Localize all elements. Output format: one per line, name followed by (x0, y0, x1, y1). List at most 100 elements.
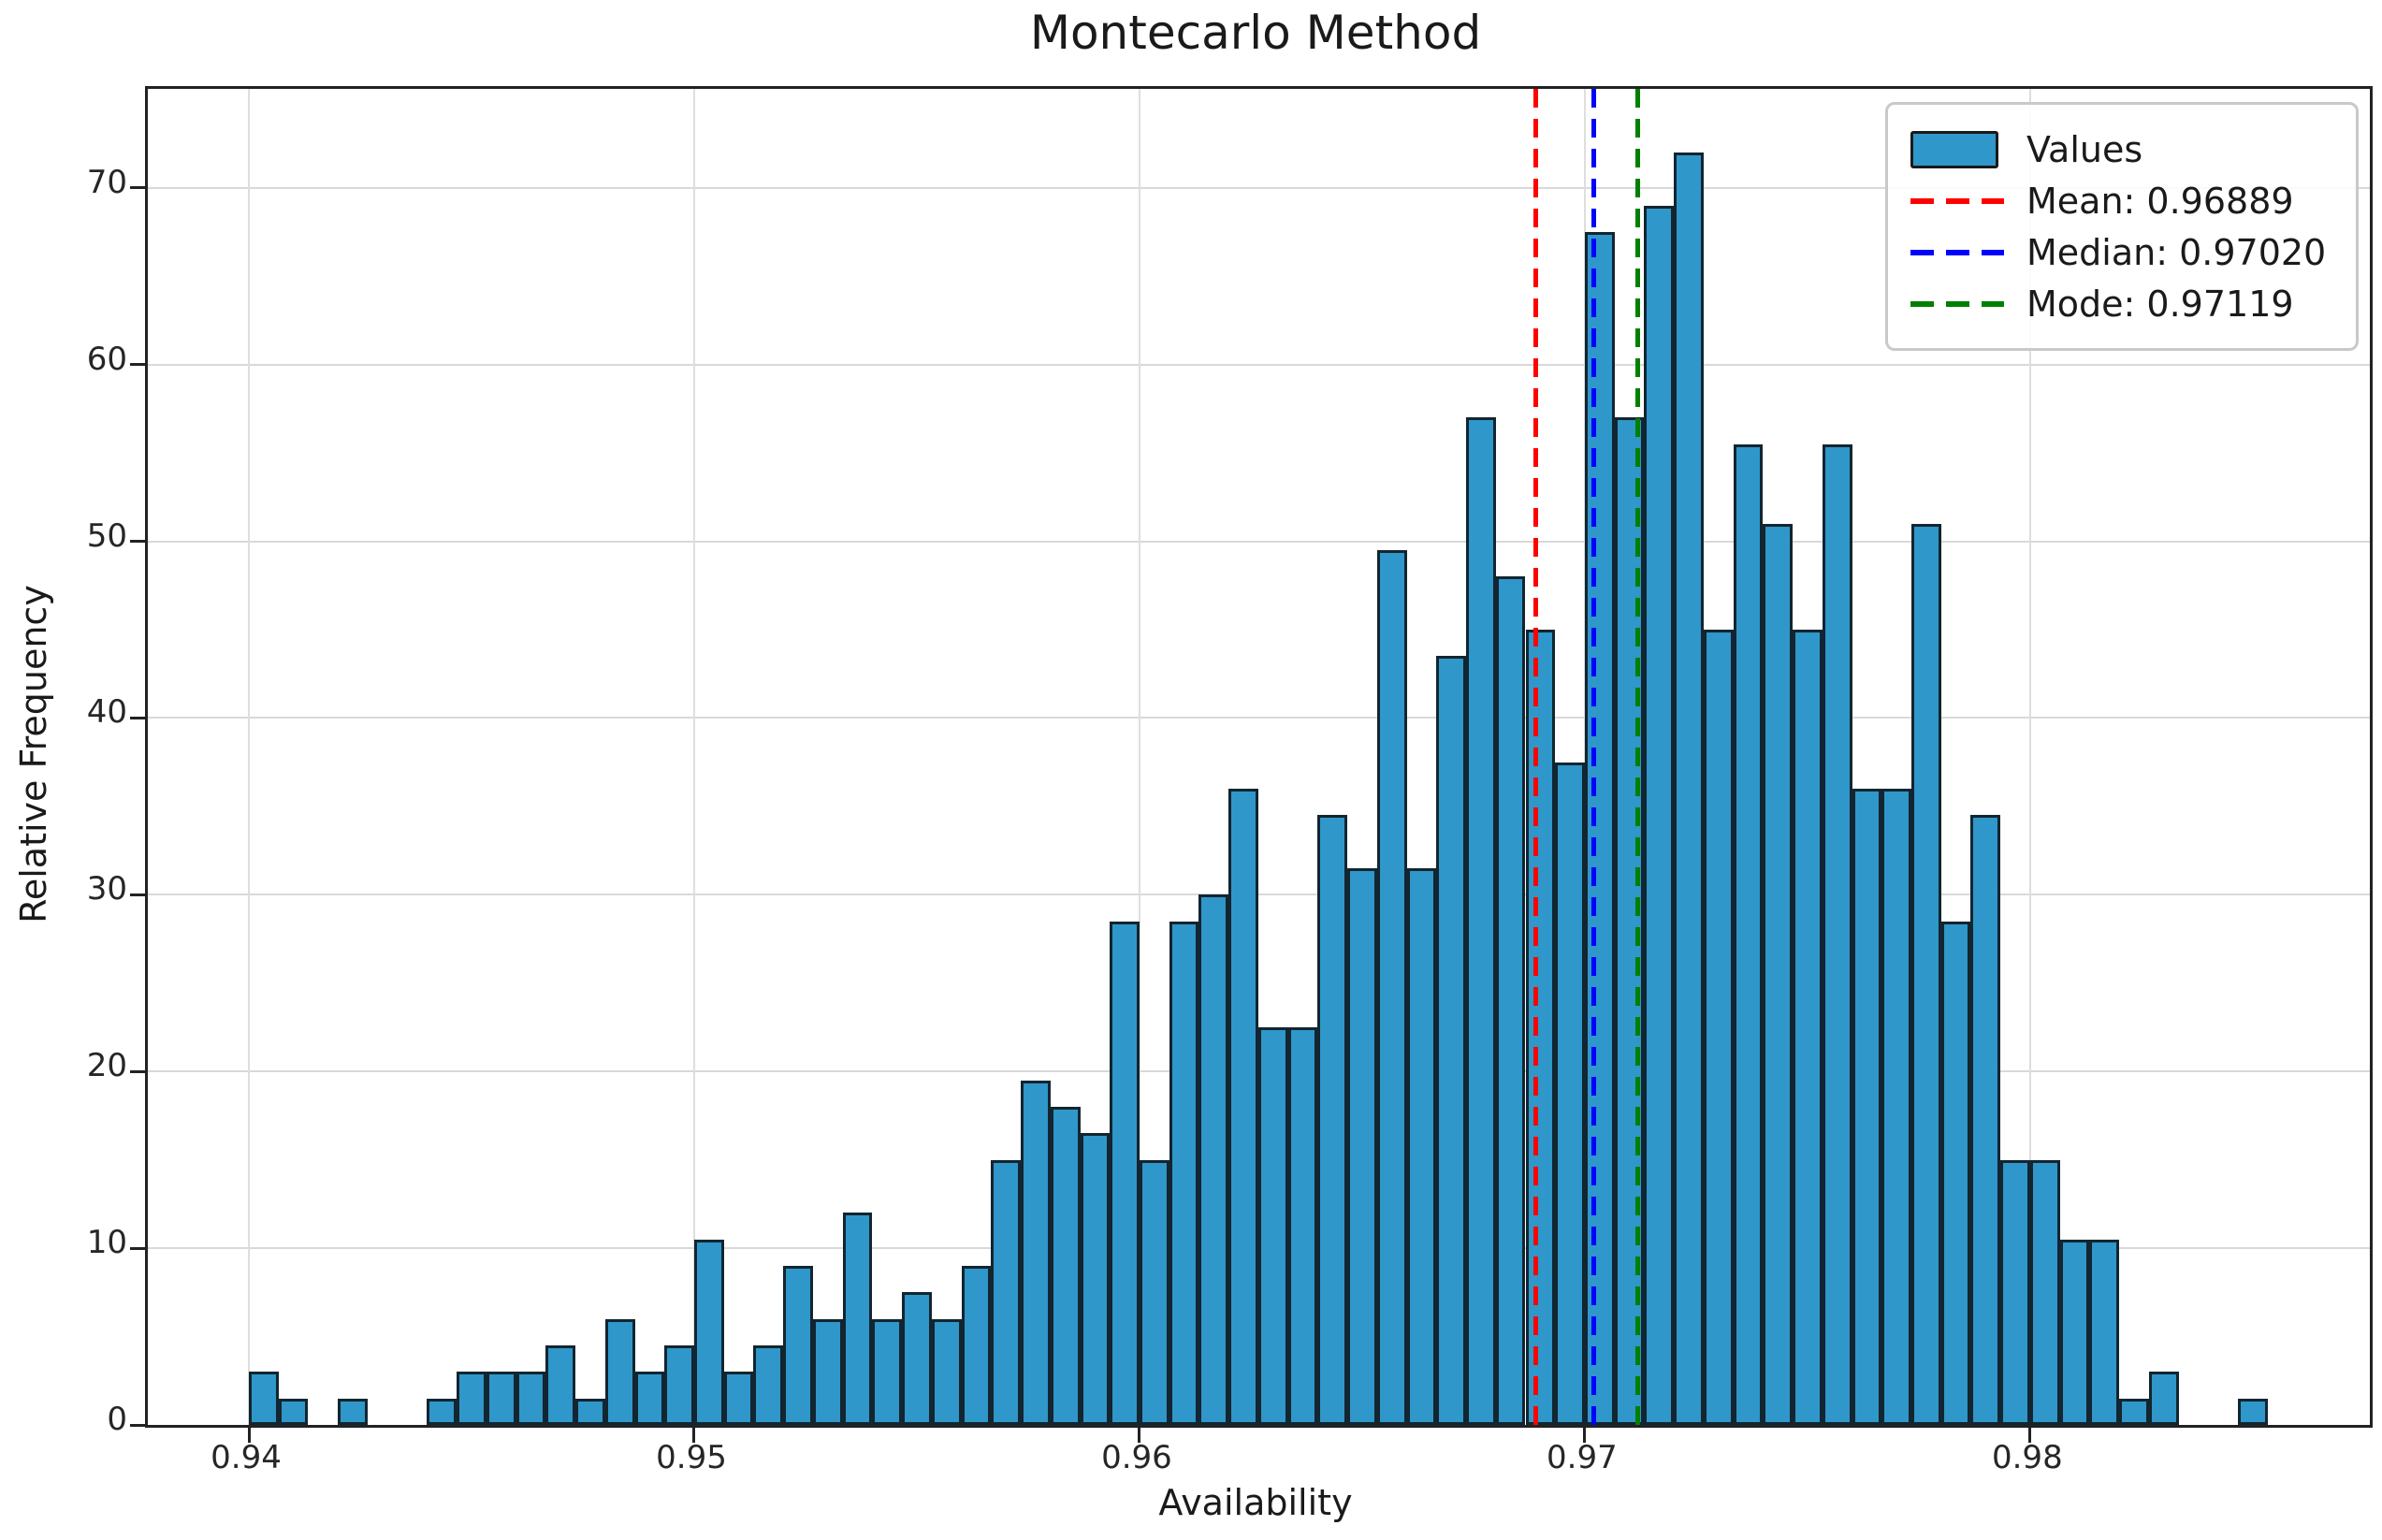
histogram-bar (1852, 789, 1882, 1425)
x-tick-mark-0.98 (2028, 1428, 2032, 1443)
y-tick-label-20: 20 (86, 1047, 127, 1085)
x-tick-mark-0.96 (1138, 1428, 1141, 1443)
histogram-bar (1080, 1133, 1111, 1425)
y-gridline-70 (148, 186, 2370, 189)
y-tick-label-40: 40 (86, 693, 127, 732)
histogram-bar (991, 1159, 1022, 1425)
histogram-bar (1881, 789, 1911, 1425)
histogram-bar (1970, 815, 2001, 1425)
histogram-bar (2089, 1239, 2120, 1425)
legend: Values Mean: 0.96889 Median: 0.97020 Mode: … (1885, 102, 2359, 351)
x-gridline-0.95 (692, 89, 695, 1425)
x-gridline-0.96 (1138, 89, 1140, 1425)
histogram-bar (783, 1266, 813, 1425)
legend-label: Median: 0.97020 (2026, 231, 2327, 273)
legend-item: Median: 0.97020 (1910, 226, 2333, 278)
plot-area: Values Mean: 0.96889 Median: 0.97020 Mode: … (130, 86, 2373, 1443)
histogram-bar (2119, 1398, 2149, 1425)
histogram-bar (427, 1398, 458, 1425)
y-tick-label-30: 30 (86, 870, 127, 908)
x-tick-label-0.98: 0.98 (1991, 1439, 2063, 1476)
mode-line (1635, 89, 1641, 1425)
legend-patch-swatch-icon (1910, 130, 2004, 168)
y-tick-mark-40 (130, 716, 145, 719)
histogram-bar (2238, 1398, 2268, 1425)
legend-dash-swatch-icon (1910, 197, 2004, 204)
histogram-bar (1050, 1107, 1081, 1425)
histogram-bar (931, 1318, 962, 1425)
histogram-bar (516, 1372, 546, 1425)
histogram-bar (1703, 630, 1734, 1425)
histogram-bar (1911, 523, 1941, 1425)
y-gridline-60 (148, 363, 2370, 366)
x-gridline-0.97 (1583, 89, 1586, 1425)
y-tick-mark-60 (130, 363, 145, 367)
x-gridline-0.98 (2028, 89, 2031, 1425)
swatch-shape (1910, 249, 2004, 255)
x-axis-label: Availability (1158, 1482, 1353, 1523)
histogram-bar (1110, 921, 1140, 1425)
y-gridline-40 (148, 717, 2370, 719)
histogram-bar (1257, 1027, 1288, 1425)
x-tick-label-0.96: 0.96 (1101, 1439, 1172, 1476)
x-tick-mark-0.94 (247, 1428, 251, 1443)
histogram-bar (753, 1345, 784, 1425)
histogram-bar (1228, 789, 1258, 1425)
y-gridline-50 (148, 540, 2370, 543)
x-tick-mark-0.97 (1583, 1428, 1587, 1443)
histogram-bar (1466, 417, 1496, 1425)
histogram-bar (1940, 921, 1971, 1425)
histogram-bar (545, 1345, 576, 1425)
histogram-bar (1733, 443, 1764, 1425)
histogram-bar (723, 1372, 754, 1425)
histogram-bar (2059, 1239, 2090, 1425)
legend-item: Values (1910, 123, 2333, 175)
swatch-shape (1910, 130, 1998, 168)
x-tick-label-0.94: 0.94 (211, 1439, 282, 1476)
y-tick-mark-50 (130, 540, 145, 544)
histogram-bar (278, 1398, 309, 1425)
y-tick-label-50: 50 (86, 516, 127, 555)
histogram-bar (2000, 1159, 2030, 1425)
x-tick-label-0.97: 0.97 (1547, 1439, 1618, 1476)
histogram-bar (1495, 576, 1526, 1425)
histogram-bar (872, 1318, 903, 1425)
y-tick-mark-20 (130, 1069, 145, 1073)
histogram-bar (1198, 894, 1229, 1425)
y-tick-label-0: 0 (107, 1401, 127, 1438)
y-gridline-30 (148, 893, 2370, 896)
mean-line (1532, 89, 1538, 1425)
x-tick-label-0.95: 0.95 (656, 1439, 727, 1476)
histogram-bar (1584, 232, 1615, 1425)
legend-dash-swatch-icon (1910, 249, 2004, 255)
histogram-bar (2148, 1372, 2179, 1425)
y-tick-mark-0 (130, 1423, 145, 1427)
histogram-bar (457, 1372, 487, 1425)
swatch-shape (1910, 197, 2004, 204)
legend-item: Mean: 0.96889 (1910, 175, 2333, 226)
histogram-bar (2029, 1159, 2060, 1425)
chart-title: Montecarlo Method (1029, 6, 1482, 60)
histogram-bar (1287, 1027, 1318, 1425)
legend-dash-swatch-icon (1910, 300, 2004, 307)
histogram-bar (604, 1318, 635, 1425)
histogram-bar (812, 1318, 843, 1425)
histogram-bar (1317, 815, 1348, 1425)
legend-item: Mode: 0.97119 (1910, 278, 2333, 329)
histogram-bar (1822, 443, 1852, 1425)
y-tick-label-70: 70 (86, 163, 127, 201)
histogram-bar (486, 1372, 516, 1425)
histogram-bar (694, 1239, 724, 1425)
y-tick-mark-30 (130, 893, 145, 896)
histogram-bar (1406, 868, 1437, 1425)
histogram-bar (338, 1398, 368, 1425)
histogram-bar (1763, 523, 1794, 1425)
histogram-bar (1347, 868, 1377, 1425)
histogram-bar (664, 1345, 694, 1425)
histogram-bar (1674, 153, 1704, 1425)
histogram-bar (842, 1213, 873, 1425)
median-line (1590, 89, 1596, 1425)
y-tick-mark-70 (130, 186, 145, 190)
histogram-bar (1021, 1080, 1051, 1425)
